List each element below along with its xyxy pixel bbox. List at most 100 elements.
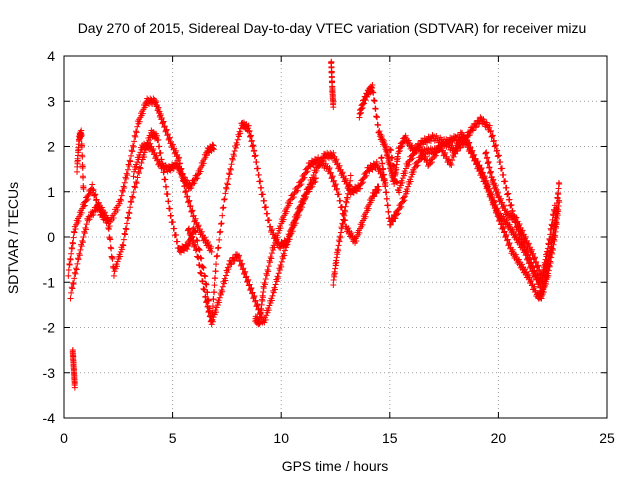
data-point (330, 177, 337, 184)
data-point (391, 163, 398, 170)
y-tick-label: -2 (43, 320, 56, 336)
data-point (526, 259, 533, 266)
data-point (67, 295, 74, 302)
data-point (492, 201, 499, 208)
data-point (210, 146, 217, 153)
data-point (202, 293, 209, 300)
data-point (332, 181, 339, 188)
data-point (378, 133, 385, 140)
data-point (505, 190, 512, 197)
data-point (186, 185, 193, 192)
data-point (515, 236, 522, 243)
data-point (118, 197, 125, 204)
data-point (365, 205, 372, 212)
data-point (309, 176, 316, 183)
data-point (189, 207, 196, 214)
data-point (478, 165, 485, 172)
data-point (112, 265, 119, 272)
data-point (110, 215, 117, 222)
data-point (460, 132, 467, 139)
data-point (128, 147, 135, 154)
data-point (266, 217, 273, 224)
data-point (209, 303, 216, 310)
data-point (217, 228, 224, 235)
data-point (267, 300, 274, 306)
data-point (162, 176, 169, 183)
data-point (120, 242, 127, 249)
data-point (383, 189, 390, 196)
data-point (174, 238, 181, 245)
data-point (115, 256, 122, 263)
data-point (135, 156, 142, 163)
data-point (131, 138, 138, 145)
data-point (267, 253, 274, 260)
data-point (84, 195, 91, 202)
data-point (393, 178, 400, 185)
data-point (256, 320, 263, 327)
data-point (136, 164, 143, 171)
data-point (383, 143, 390, 150)
data-point (257, 310, 264, 317)
data-point (386, 160, 393, 167)
series-track-12 (386, 129, 561, 286)
data-point (337, 234, 344, 241)
data-point (224, 181, 231, 188)
data-point (418, 155, 425, 162)
data-point (402, 165, 409, 172)
data-point (134, 159, 141, 166)
data-point (74, 260, 81, 267)
data-point (482, 177, 489, 184)
data-point (193, 175, 200, 182)
data-point (389, 162, 396, 169)
data-point (380, 171, 387, 178)
data-point (231, 148, 238, 155)
data-point (370, 89, 377, 96)
data-point (211, 289, 218, 296)
data-point (550, 232, 557, 239)
data-point (192, 247, 199, 254)
data-point (213, 261, 220, 268)
y-tick-label: 2 (47, 139, 55, 155)
data-point (373, 158, 380, 165)
data-point (555, 185, 562, 192)
data-point (78, 132, 85, 139)
data-point (136, 118, 143, 125)
data-point (405, 183, 412, 190)
data-point (409, 155, 416, 162)
data-point (286, 236, 293, 243)
data-point (553, 213, 560, 220)
data-point (555, 202, 562, 209)
data-point (80, 234, 87, 240)
data-point (166, 135, 173, 142)
data-point (116, 200, 123, 207)
data-point (184, 246, 191, 253)
data-point (398, 203, 405, 210)
data-point (525, 271, 532, 278)
data-point (261, 319, 268, 326)
data-point (93, 196, 100, 203)
data-point (128, 152, 135, 159)
data-point (195, 261, 202, 268)
data-point (267, 259, 274, 266)
data-point (506, 196, 513, 203)
data-point (369, 81, 376, 88)
data-point (202, 273, 209, 280)
data-point (403, 190, 410, 197)
data-point (78, 243, 85, 250)
data-point (218, 291, 225, 298)
data-point (169, 141, 176, 148)
data-point (525, 254, 532, 261)
data-point (133, 129, 140, 136)
data-point (101, 209, 108, 216)
data-point (387, 146, 394, 153)
data-point (530, 250, 537, 257)
data-point (136, 170, 143, 177)
data-point (197, 269, 204, 276)
data-point (220, 204, 227, 211)
data-point (405, 137, 412, 144)
data-point (481, 174, 488, 181)
data-point (345, 186, 352, 193)
data-point (124, 166, 131, 173)
data-point (163, 183, 170, 190)
data-point (154, 102, 161, 109)
